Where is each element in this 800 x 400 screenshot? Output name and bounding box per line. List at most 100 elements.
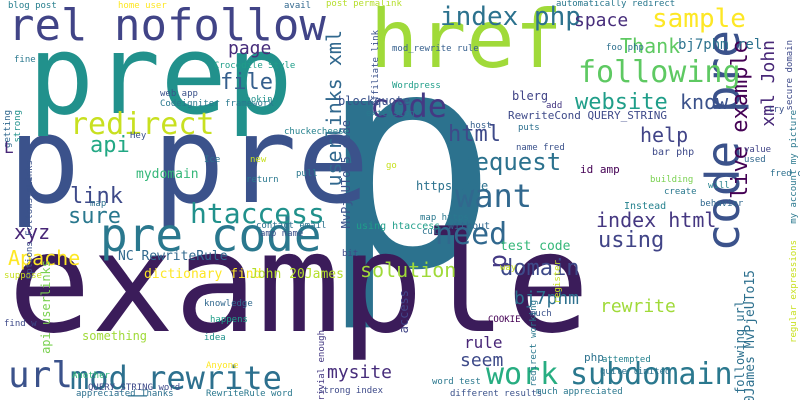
word: url <box>8 355 74 396</box>
word: home user <box>118 1 167 11</box>
word: happens <box>210 315 248 325</box>
word: domain <box>500 256 580 281</box>
word: Crocodile Style <box>214 61 296 71</box>
word: file <box>220 70 273 95</box>
word: COOKIE <box>488 315 521 325</box>
word: bj7phm <box>514 288 580 309</box>
word: automatically redirect <box>556 0 676 9</box>
word: QUERY_STRING word <box>88 383 181 393</box>
word: request <box>460 148 562 176</box>
word: blog post <box>8 1 57 11</box>
word: strong index <box>318 386 384 396</box>
word: register <box>553 260 563 304</box>
word: Apache <box>8 246 81 270</box>
word: fine <box>14 55 36 65</box>
word: something <box>82 329 148 343</box>
word: knowledge <box>204 299 253 309</box>
word: mod_rewrite rule <box>392 44 479 54</box>
word: xyz <box>14 220 51 244</box>
word: amp name <box>260 229 304 239</box>
word: want <box>455 177 533 215</box>
word: bar php <box>652 147 695 158</box>
word: p <box>318 0 499 336</box>
word: api <box>90 133 130 158</box>
word: mysite <box>327 362 393 383</box>
word: Wordpress <box>392 81 441 91</box>
word: pull <box>296 169 318 179</box>
word: bit <box>342 249 359 259</box>
word: rel nofollow <box>8 0 326 51</box>
word: mydomain <box>136 167 199 182</box>
word: avail <box>284 1 312 11</box>
word: index html <box>596 208 717 232</box>
word: Instead <box>624 201 667 212</box>
word: return <box>246 175 279 185</box>
word: create <box>664 187 697 197</box>
word: Options FollowSymLinks <box>25 160 35 280</box>
word: fred code <box>770 169 800 179</box>
word: p pre <box>8 92 370 231</box>
word: php <box>584 351 604 364</box>
word: strong <box>13 110 23 143</box>
word: know <box>680 90 729 114</box>
word: idea <box>204 333 226 343</box>
word: post permalink <box>326 0 402 9</box>
word: Ice <box>204 155 221 165</box>
word: Codeigniter framework <box>160 99 274 109</box>
word: sure <box>68 204 121 229</box>
word: without <box>448 221 491 232</box>
word: trivial enough <box>317 330 327 400</box>
word: foo php <box>606 43 644 53</box>
word: Hey <box>130 131 147 141</box>
word: L <box>4 138 14 157</box>
word: space <box>574 10 629 31</box>
word: solution <box>360 258 457 282</box>
word: appreciated Thanks <box>76 389 174 399</box>
word: work <box>486 357 559 392</box>
word: host <box>470 121 492 131</box>
word: used <box>744 155 766 165</box>
word: looking <box>240 95 278 105</box>
word: much <box>530 309 552 319</box>
word: regular expressions <box>789 240 799 343</box>
word: website <box>575 90 668 115</box>
word: id amp <box>580 163 620 176</box>
word: help <box>640 123 689 147</box>
word: example <box>8 203 590 364</box>
word: prep <box>28 11 293 139</box>
word: Another <box>72 371 110 381</box>
word: map https <box>420 213 469 223</box>
word: behavior <box>700 199 744 209</box>
word: mod_rewrite <box>70 359 282 397</box>
word: try <box>768 105 785 115</box>
word: subdomain <box>570 357 733 392</box>
word: extension <box>366 109 415 119</box>
word: need <box>435 217 508 252</box>
word: link <box>70 184 123 209</box>
word: affiliate link <box>371 30 381 106</box>
word: Anyone <box>206 361 239 371</box>
word: go <box>386 161 397 171</box>
word: quite limited <box>600 367 671 377</box>
word: using htaccess <box>356 221 441 232</box>
word: redirect <box>70 107 215 142</box>
word: access <box>397 290 411 334</box>
word: RewriteCond QUERY_STRING <box>508 109 667 122</box>
word: my account my picture <box>789 110 799 224</box>
word: find w <box>4 319 37 329</box>
word: Thank <box>620 34 681 58</box>
word: new <box>250 155 267 165</box>
word: John 20James <box>250 267 344 282</box>
word: add <box>546 101 563 111</box>
word: html <box>448 122 501 147</box>
word: different results <box>450 389 543 399</box>
word: seem <box>460 350 504 371</box>
word: rewrite <box>600 296 676 317</box>
word: dictionary find <box>144 267 262 282</box>
word: much appreciated <box>536 387 623 397</box>
word: using <box>598 228 665 253</box>
word: way <box>500 263 517 273</box>
word: contact email <box>256 221 327 231</box>
word: test code <box>500 239 571 254</box>
word: RewriteRule word <box>206 389 293 399</box>
